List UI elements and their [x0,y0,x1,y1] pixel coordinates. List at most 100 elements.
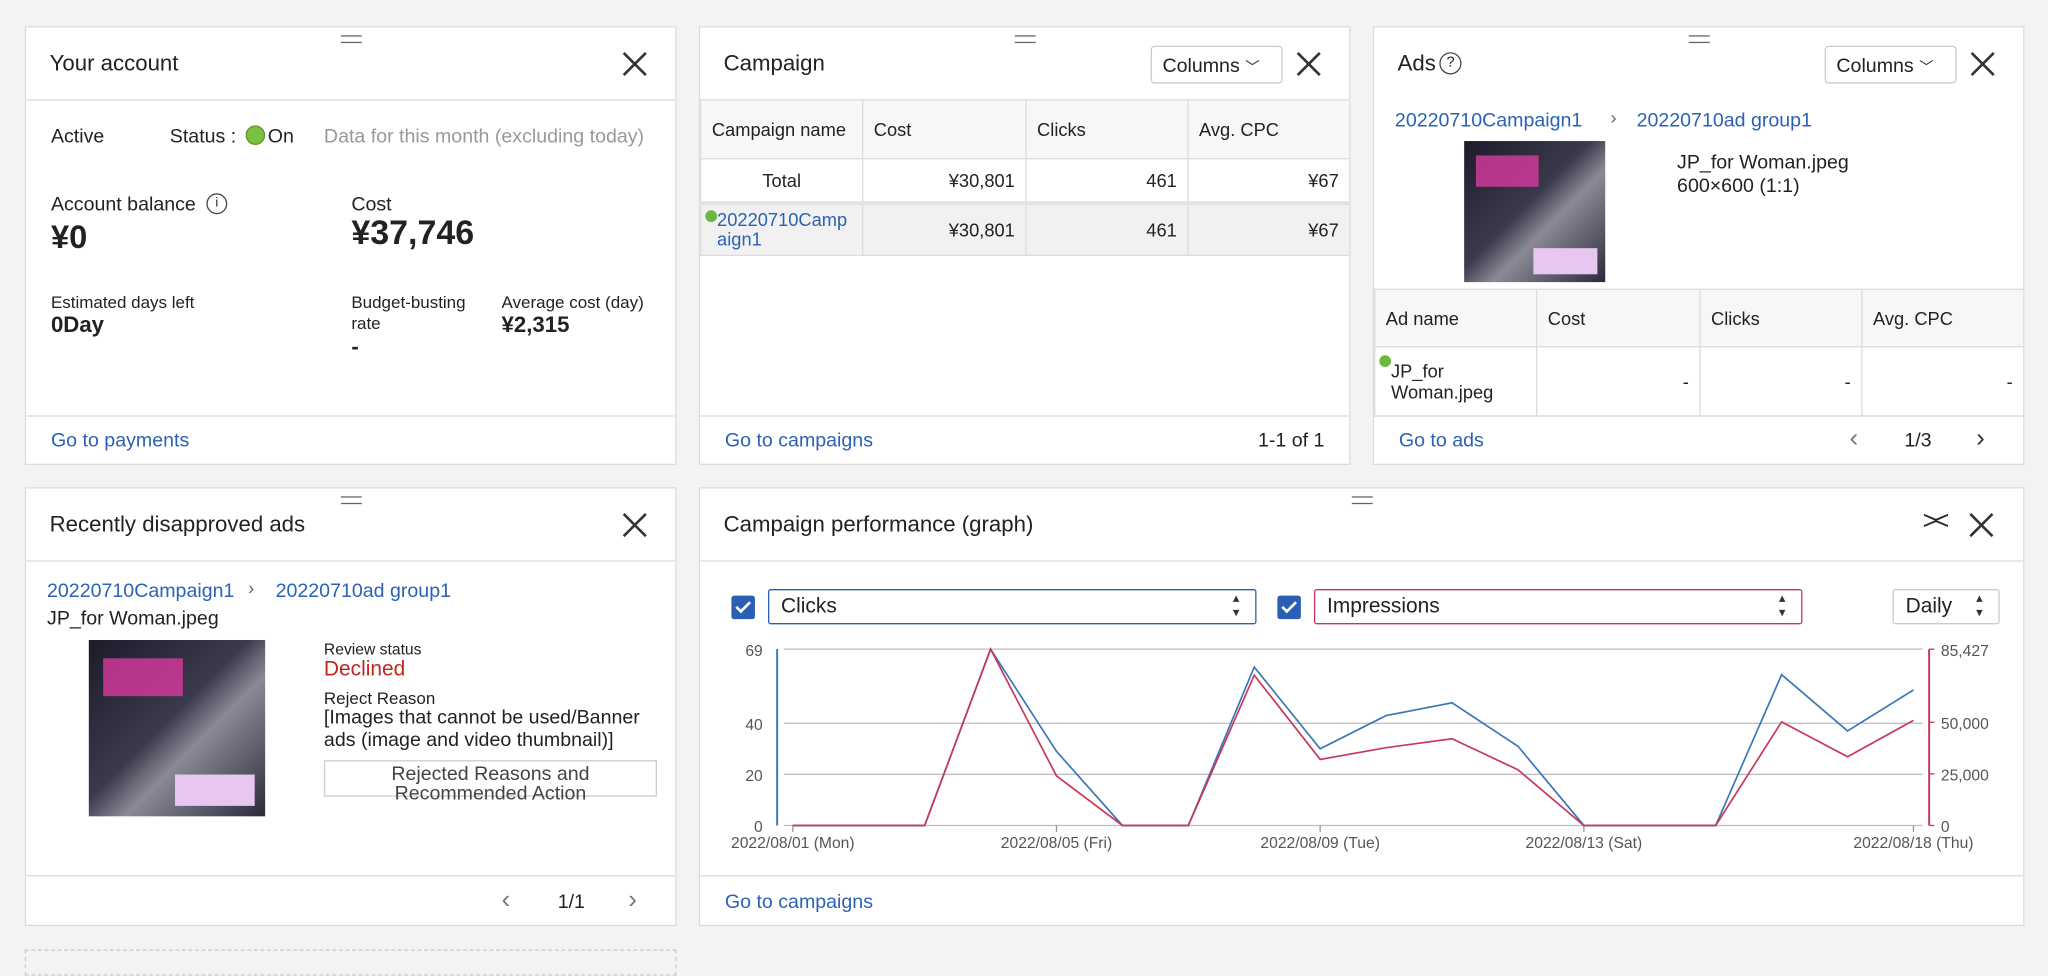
prev-page[interactable]: ‹ [1849,424,1859,454]
help-icon[interactable]: ? [1439,52,1462,75]
panel-title: Your account [49,50,179,76]
panel-title: Campaign [723,50,825,76]
close-button[interactable] [622,512,648,538]
reasons-button[interactable]: Rejected Reasons and Recommended Action [323,760,657,803]
campaign-panel: Campaign Columns ﹀ Campaign name Cost Cl… [698,26,1351,465]
cell: ¥67 [1187,158,1350,204]
image-size: 600×600 (1:1) [1677,175,1800,198]
panel-title: Recently disapproved ads [49,511,306,537]
ad-thumbnail [88,639,266,817]
panel-title: Ads [1397,50,1436,76]
active-label: Active [50,125,105,148]
panel-title: Campaign performance (graph) [723,511,1034,537]
cell: JP_for Woman.jpeg [1374,346,1538,417]
close-button[interactable] [1296,51,1322,77]
period-select[interactable]: Daily [1892,589,2000,625]
column-header[interactable]: Avg. CPC [1861,288,2024,348]
button-label: Columns [1162,54,1240,78]
divider [700,560,2024,562]
file-name: JP_for Woman.jpeg [47,607,219,630]
checkbox[interactable] [1277,595,1301,620]
drag-handle[interactable] [340,496,362,505]
payments-link[interactable]: Go to payments [50,429,190,452]
status-dot [245,125,266,145]
avg-label: Average cost (day) [501,292,644,313]
divider [26,875,676,877]
ad-row: JP_for Woman.jpeg - - - [1374,346,2024,417]
file-name: JP_for Woman.jpeg [1677,151,1849,174]
close-button[interactable] [1970,51,1996,77]
data-note: Data for this month (excluding today) [323,125,645,148]
balance-label: Account balance [50,193,196,216]
drag-handle[interactable] [1351,496,1373,505]
drag-handle[interactable] [1688,35,1710,44]
breadcrumb-link[interactable]: 20220710Campaign1 [1394,109,1583,132]
divider [26,99,676,101]
column-header[interactable]: Avg. CPC [1187,99,1350,160]
review-status-label: Review status [323,639,422,659]
info-icon[interactable]: i [206,193,228,215]
chevron: › [248,577,255,599]
divider [26,415,676,417]
cell: 461 [1025,158,1189,204]
campaign-row: 20220710Campaign1 ¥30,801 461 ¥67 [700,202,1350,256]
pagination: 1-1 of 1 [1257,429,1325,452]
reject-reason: [Images that cannot be used/Banner ads (… [323,706,640,752]
breadcrumb-link[interactable]: 20220710ad group1 [275,579,451,603]
column-header[interactable]: Campaign name [700,99,864,160]
breadcrumb-link[interactable]: 20220710ad group1 [1636,109,1812,132]
cost-label: Cost [351,193,392,216]
chevron: › [1610,107,1617,128]
cell: - [1699,346,1863,417]
cell: ¥30,801 [862,158,1027,204]
breadcrumb-link[interactable]: 20220710Campaign1 [47,579,235,603]
review-status: Declined [323,658,406,681]
ads-link[interactable]: Go to ads [1398,429,1484,452]
ad-name: JP_for Woman.jpeg [1391,360,1494,403]
cell: ¥67 [1187,202,1350,256]
avg-value: ¥2,315 [501,312,570,337]
ads-table: Ad name Cost Clicks Avg. CPC JP_for Woma… [1374,288,2024,417]
column-header[interactable]: Clicks [1699,288,1863,348]
columns-button[interactable]: Columns ﹀ [1824,45,1957,84]
close-button[interactable] [622,51,648,77]
account-panel: Your account Active Status : On Data for… [24,26,677,465]
next-page[interactable]: › [628,885,637,915]
status-dot [705,210,718,223]
columns-button[interactable]: Columns ﹀ [1150,45,1283,84]
campaign-link[interactable]: 20220710Campaign1 [717,208,848,250]
drag-handle[interactable] [1014,35,1036,44]
checkbox[interactable] [731,595,755,620]
status-label: Status : [169,125,237,148]
campaigns-link[interactable]: Go to campaigns [724,890,874,913]
metric-select[interactable]: Impressions [1313,589,1803,625]
campaigns-link[interactable]: Go to campaigns [724,429,874,452]
cell: - [1535,346,1701,417]
divider [700,415,1350,417]
metric-select[interactable]: Clicks [767,589,1257,625]
cell: 461 [1025,202,1189,256]
column-header[interactable]: Clicks [1025,99,1189,160]
disapproved-panel: Recently disapproved ads 20220710Campaig… [24,487,677,927]
ad-thumbnail [1464,141,1606,283]
drag-handle[interactable] [340,35,362,44]
collapse-button[interactable]: >< [1922,506,1950,536]
campaign-table: Campaign name Cost Clicks Avg. CPC Total… [700,99,1350,256]
column-header[interactable]: Cost [1535,288,1701,348]
column-header[interactable]: Cost [862,99,1027,160]
close-button[interactable] [1968,512,1994,538]
header-row: Campaign name Cost Clicks Avg. CPC [700,99,1350,160]
pagination: 1/1 [557,890,585,913]
next-page[interactable]: › [1976,424,1985,454]
performance-panel: Campaign performance (graph) >< Clicks I… [698,487,2025,927]
prev-page[interactable]: ‹ [501,885,511,915]
reject-reason-label: Reject Reason [323,688,436,708]
cell: - [1861,346,2024,417]
busting-label: Budget-busting rate [351,292,466,334]
cell: ¥30,801 [862,202,1027,256]
pagination: 1/3 [1904,429,1932,452]
days-left-value: 0Day [50,312,105,337]
column-header[interactable]: Ad name [1374,288,1538,348]
